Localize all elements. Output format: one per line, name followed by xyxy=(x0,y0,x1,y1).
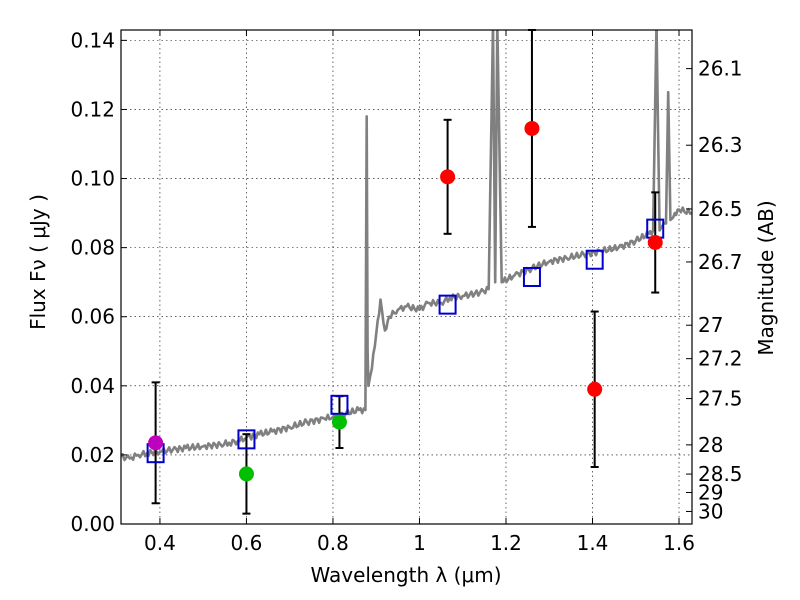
marker-layer xyxy=(146,120,665,482)
y-tick-label: 0.00 xyxy=(70,512,115,536)
mag-tick-label: 26.1 xyxy=(698,57,743,81)
mag-tick-label: 26.5 xyxy=(698,197,743,221)
plot-frame xyxy=(120,29,693,525)
model-flux-square xyxy=(237,429,256,450)
y-axis-label-left: Flux Fν ( μJy ) xyxy=(26,194,50,330)
observed-flux-point xyxy=(647,234,663,250)
x-tick-label: 0.8 xyxy=(317,531,349,555)
y-tick-label: 0.08 xyxy=(70,236,115,260)
spectrum-line xyxy=(121,30,692,462)
mag-tick-label: 27.5 xyxy=(698,387,743,411)
observed-flux-point xyxy=(587,381,603,397)
model-flux-square xyxy=(330,394,349,415)
model-flux-square xyxy=(438,294,457,315)
x-tick-label: 0.4 xyxy=(144,531,176,555)
y-tick-label: 0.02 xyxy=(70,443,115,467)
y-tick-label: 0.06 xyxy=(70,305,115,329)
observed-flux-point xyxy=(238,466,254,482)
y-tick-label: 0.10 xyxy=(70,167,115,191)
mag-tick-label: 26.3 xyxy=(698,133,743,157)
model-flux-square xyxy=(585,249,604,270)
mag-tick-label: 28 xyxy=(698,433,723,457)
observed-flux-point xyxy=(148,435,164,451)
observed-flux-point xyxy=(331,414,347,430)
y-tick-label: 0.14 xyxy=(70,28,115,52)
spectrum-layer xyxy=(121,30,692,462)
x-tick-label: 1.2 xyxy=(490,531,522,555)
observed-flux-point xyxy=(440,169,456,185)
mag-tick-label: 27 xyxy=(698,313,723,337)
model-flux-square xyxy=(522,267,541,287)
x-tick-label: 0.6 xyxy=(231,531,263,555)
y-tick-label: 0.12 xyxy=(70,97,115,121)
x-tick-label: 1.4 xyxy=(577,531,609,555)
mag-tick-label: 28.5 xyxy=(698,462,743,486)
x-tick-label: 1 xyxy=(413,531,426,555)
tick-layer: 0.4 0.6 0.8 1 1.2 1.4 1.6 0.00 0.02 0.04 0.06 0.08 0… xyxy=(70,28,742,555)
mag-tick-label: 29 xyxy=(698,480,723,504)
x-axis-label: Wavelength λ (μm) xyxy=(310,563,501,587)
mag-tick-label: 30 xyxy=(698,499,723,523)
y-tick-label: 0.04 xyxy=(70,374,115,398)
observed-flux-point xyxy=(524,120,540,136)
y-axis-label-right: Magnitude (AB) xyxy=(754,200,778,355)
x-tick-label: 1.6 xyxy=(663,531,695,555)
mag-tick-label: 26.7 xyxy=(698,250,743,274)
mag-tick-label: 27.2 xyxy=(698,347,743,371)
